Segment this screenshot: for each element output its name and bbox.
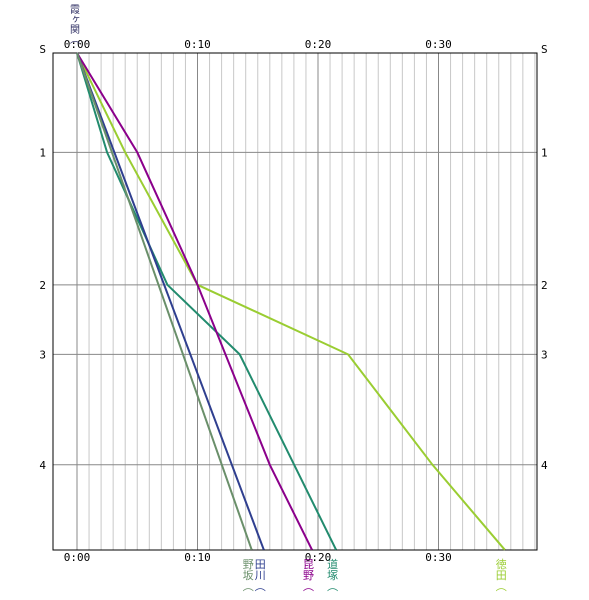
plot-frame	[52, 52, 538, 551]
station-label-right: S	[541, 43, 548, 56]
origin-station-name: 霞ヶ関（	[68, 4, 80, 45]
station-label-right: 3	[541, 348, 548, 361]
station-label-left: 4	[39, 459, 46, 472]
destination-label: 野坂（	[241, 558, 254, 591]
time-tick-label-bottom: 0:00	[64, 551, 91, 564]
station-label-left: 3	[39, 348, 46, 361]
train-line	[76, 52, 253, 551]
time-tick-label-bottom: 0:20	[305, 551, 332, 564]
time-tick-label-top: 0:00	[64, 38, 91, 51]
station-label-left: 2	[39, 279, 46, 292]
time-grid	[53, 53, 537, 550]
train-line	[76, 52, 313, 551]
destination-label: 道塚（	[326, 557, 339, 591]
destination-label: 昆野（	[301, 558, 314, 591]
time-tick-label-bottom: 0:30	[425, 551, 452, 564]
train-line	[76, 52, 265, 551]
time-tick-label-top: 0:30	[425, 38, 452, 51]
time-tick-label-top: 0:10	[184, 38, 211, 51]
station-label-left: 1	[39, 146, 46, 159]
destination-label: 田川（	[253, 559, 266, 592]
station-label-left: S	[39, 43, 46, 56]
train-lines	[76, 52, 506, 551]
axis-ticks: 0:00 0:00 0:10 0:10 0:20 0:20 0:30 0:30 S S 1 1 2 2 3 3…	[39, 38, 548, 564]
station-label-right: 4	[541, 459, 548, 472]
destination-labels: 徳田（ 道塚（ 昆野（ 田川（野坂（	[241, 557, 507, 591]
train-line	[76, 52, 337, 551]
train-line	[76, 52, 506, 551]
time-tick-label-top: 0:20	[305, 38, 332, 51]
time-tick-label-bottom: 0:10	[184, 551, 211, 564]
origin-station-label: 霞ヶ関（	[68, 4, 80, 45]
station-label-right: 2	[541, 279, 548, 292]
destination-label: 徳田（	[494, 558, 507, 591]
station-label-right: 1	[541, 146, 548, 159]
